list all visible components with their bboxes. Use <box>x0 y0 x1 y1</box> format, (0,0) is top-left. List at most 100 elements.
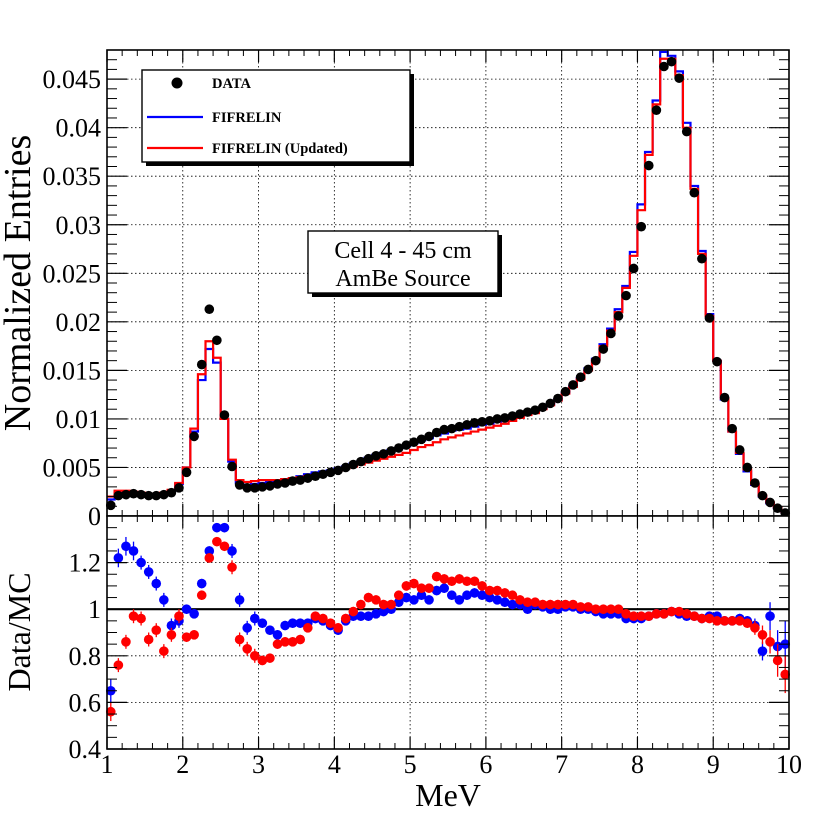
ratio-fifrelin-updated-point <box>446 576 457 587</box>
data-point <box>454 421 465 432</box>
top-grid <box>107 50 789 516</box>
data-point <box>416 434 427 445</box>
annotation-line-2: AmBe Source <box>335 266 470 292</box>
ratio-fifrelin-point <box>295 618 306 628</box>
ratio-fifrelin-updated-point <box>666 606 677 617</box>
top-y-tick-label: 0.045 <box>43 65 102 94</box>
x-tick-label: 1 <box>101 750 114 779</box>
data-point <box>227 461 237 472</box>
ratio-fifrelin-updated-point <box>234 634 245 645</box>
ratio-fifrelin-updated-point <box>204 553 215 563</box>
ratio-fifrelin-updated-point <box>537 599 548 610</box>
ratio-fifrelin-updated-point <box>181 632 192 642</box>
ratio-fifrelin-point <box>128 546 139 556</box>
ratio-fifrelin-point <box>446 590 457 601</box>
ratio-fifrelin-point <box>462 590 472 601</box>
ratio-fifrelin-updated-point <box>310 611 321 621</box>
data-point <box>484 416 495 426</box>
ratio-fifrelin-updated-point <box>249 651 260 661</box>
top-y-tick-label: 0.02 <box>56 308 102 337</box>
data-point <box>651 105 662 115</box>
data-point <box>500 413 510 423</box>
ratio-fifrelin-updated-point <box>742 618 753 628</box>
data-point <box>151 490 162 501</box>
ratio-fifrelin-updated-point <box>265 653 275 663</box>
ratio-fifrelin-updated-point <box>386 599 396 610</box>
data-point <box>371 451 381 461</box>
x-tick-label: 4 <box>328 750 341 779</box>
ratio-fifrelin-updated-point <box>560 599 571 610</box>
ratio-fifrelin-updated-point <box>424 583 434 594</box>
ratio-fifrelin-updated-point <box>583 602 593 612</box>
data-point <box>712 356 722 367</box>
ratio-fifrelin-updated-point <box>530 597 540 608</box>
data-point <box>325 467 336 478</box>
data-point <box>174 483 184 493</box>
ratio-fifrelin-point <box>196 578 207 589</box>
ratio-fifrelin-updated-point <box>196 590 207 601</box>
ratio-fifrelin-updated-point <box>454 574 465 584</box>
ratio-fifrelin-point <box>257 618 268 628</box>
ratio-fifrelin-point <box>204 546 215 556</box>
ratio-fifrelin-updated-point <box>143 634 154 645</box>
data-point <box>697 253 707 264</box>
data-point <box>242 483 252 493</box>
ratio-fifrelin-updated-point <box>462 576 472 587</box>
ratio-fifrelin-updated-point <box>674 606 684 617</box>
data-point <box>257 482 268 492</box>
top-y-tick-label: 0.035 <box>43 162 102 191</box>
data-point <box>522 407 533 417</box>
ratio-fifrelin-updated-point <box>363 592 374 603</box>
ratio-fifrelin-updated-point <box>772 655 783 666</box>
data-point <box>159 489 169 500</box>
ratio-fifrelin-point <box>272 630 283 640</box>
ratio-fifrelin-updated-point <box>727 616 737 626</box>
ratio-fifrelin-updated-point <box>757 630 768 640</box>
ratio-fifrelin-updated-point <box>765 637 775 647</box>
ratio-fifrelin-updated-point <box>318 613 328 624</box>
data-point <box>727 423 737 434</box>
ratio-fifrelin-point <box>219 522 230 533</box>
ratio-fifrelin-updated-point <box>113 660 124 670</box>
legend-fifrelin-label: FIFRELIN <box>212 110 282 126</box>
ratio-fifrelin-point <box>393 597 404 608</box>
data-point <box>606 328 616 339</box>
ratio-fifrelin-updated-point <box>575 602 586 612</box>
ratio-fifrelin-updated-point <box>553 599 563 610</box>
top-y-tick-label: 0.04 <box>56 114 102 143</box>
data-point <box>393 443 404 453</box>
x-tick-label: 5 <box>404 750 417 779</box>
ratio-fifrelin-updated-point <box>477 581 487 591</box>
ratio-fifrelin-updated-point <box>697 613 707 624</box>
data-point <box>136 489 146 500</box>
data-point <box>621 290 631 301</box>
ratio-fifrelin-updated-point <box>393 590 404 601</box>
data-point <box>295 475 306 485</box>
x-tick-label: 9 <box>707 750 720 779</box>
data-point <box>537 402 548 413</box>
ratio-fifrelin-point <box>500 597 510 608</box>
ratio-fifrelin-updated-point <box>734 616 745 626</box>
ratio-fifrelin-point <box>280 620 290 631</box>
data-point <box>674 73 684 83</box>
ratio-fifrelin-updated-point <box>507 590 518 601</box>
data-point <box>219 410 230 420</box>
x-tick-label: 2 <box>176 750 189 779</box>
ratio-fifrelin-updated-point <box>431 571 442 582</box>
data-point <box>128 488 139 499</box>
data-point <box>212 335 222 346</box>
data-point <box>598 344 609 354</box>
top-panel: 0 0.005 0.01 0.015 0.02 0.025 0.03 0.035 0.04 0.0… <box>0 49 791 531</box>
data-point <box>734 445 745 455</box>
data-point <box>575 372 586 382</box>
ratio-fifrelin-updated-point <box>189 630 199 640</box>
ratio-fifrelin-updated-point <box>340 613 351 624</box>
data-point <box>515 409 525 419</box>
ratio-fifrelin-updated-point <box>287 637 298 647</box>
ratio-fifrelin-point <box>227 546 237 556</box>
ratio-fifrelin-point <box>439 583 450 594</box>
data-point <box>401 440 412 450</box>
x-tick-label: 3 <box>252 750 265 779</box>
ratio-fifrelin-updated-point <box>227 562 237 573</box>
